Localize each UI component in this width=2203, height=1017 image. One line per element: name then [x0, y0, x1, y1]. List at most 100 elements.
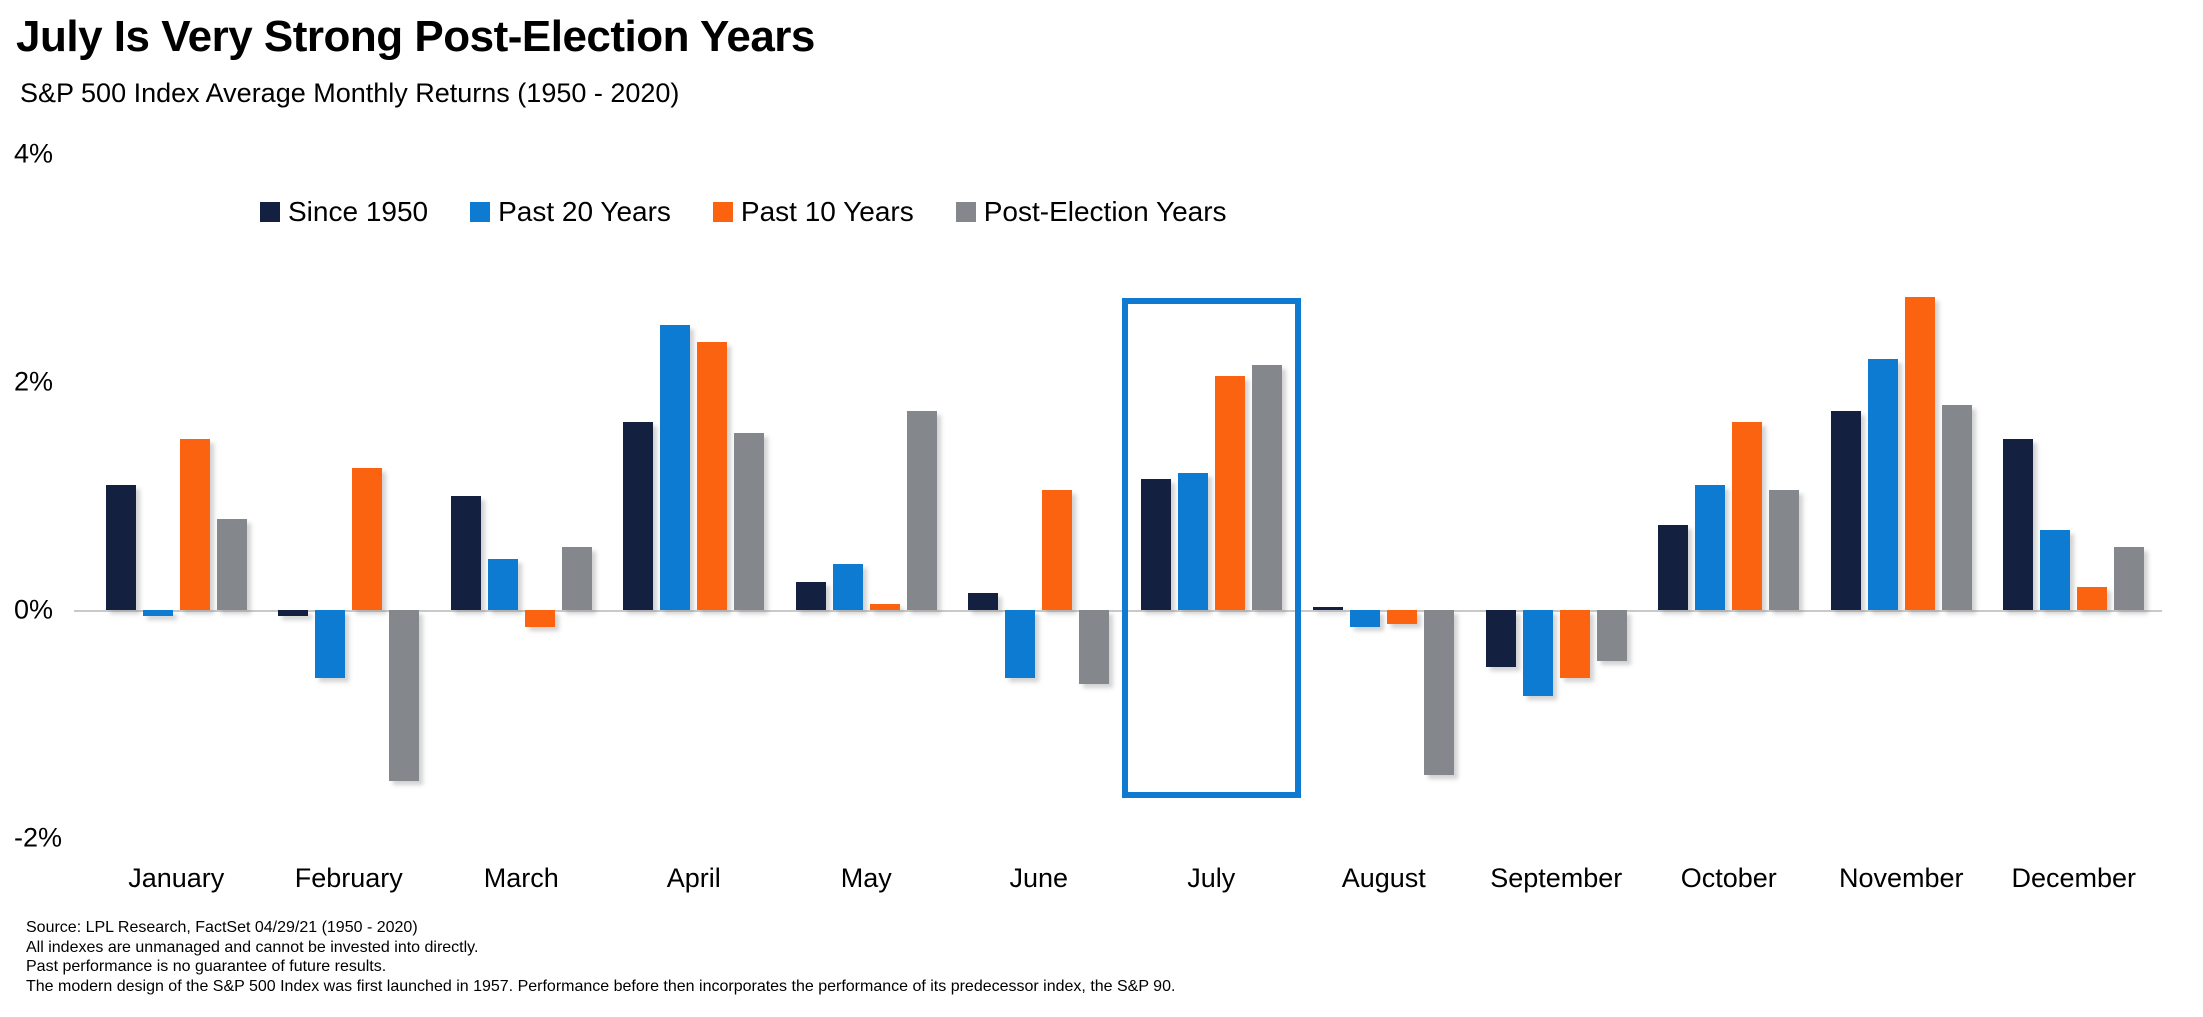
x-axis-label-march: March — [483, 863, 559, 893]
y-axis-tick-label: -2% — [14, 822, 63, 853]
x-axis-label-october: October — [1680, 863, 1777, 893]
month-group-november: November — [1815, 154, 1988, 893]
bar-slot — [1522, 154, 1553, 838]
chart-legend: Since 1950 Past 20 Years Past 10 Years Post… — [260, 196, 1227, 228]
bar-march-since-1950 — [450, 496, 481, 610]
bar-cluster — [1470, 154, 1643, 838]
bar-slot — [1350, 154, 1381, 838]
bar-slot — [1005, 154, 1036, 838]
y-axis-tick-label: 4% — [14, 138, 54, 169]
bar-cluster — [608, 154, 781, 838]
x-axis-label-july: July — [1187, 863, 1236, 893]
bar-slot — [2040, 154, 2071, 838]
bar-september-post-election-years — [1596, 610, 1627, 662]
bar-slot — [1695, 154, 1726, 838]
bar-slot — [142, 154, 173, 838]
bar-december-since-1950 — [2003, 439, 2034, 610]
bar-slot — [1732, 154, 1763, 838]
bar-slot — [1387, 154, 1418, 838]
bar-february-past-20-years — [315, 610, 346, 679]
bar-slot — [660, 154, 691, 838]
bar-october-post-election-years — [1769, 490, 1800, 610]
bar-february-post-election-years — [389, 610, 420, 781]
x-axis-label-september: September — [1490, 863, 1623, 893]
bar-cluster — [1815, 154, 1988, 838]
legend-label: Past 20 Years — [498, 196, 671, 227]
bar-march-past-10-years — [524, 610, 555, 628]
bar-cluster — [780, 154, 953, 838]
bar-slot — [1251, 154, 1282, 838]
bar-slot — [1042, 154, 1073, 838]
x-axis-label-may: May — [840, 863, 892, 893]
bar-september-past-10-years — [1559, 610, 1590, 679]
bar-cluster — [1298, 154, 1471, 838]
month-group-september: September — [1470, 154, 1643, 893]
bar-april-past-10-years — [697, 342, 728, 610]
bar-slot — [1904, 154, 1935, 838]
month-group-december: December — [1988, 154, 2161, 893]
legend-item-post-election-years: Post-Election Years — [955, 196, 1227, 228]
bar-april-post-election-years — [734, 433, 765, 610]
month-group-october: October — [1643, 154, 1816, 893]
bar-may-past-20-years — [832, 564, 863, 610]
x-axis-label-june: June — [1009, 863, 1069, 893]
legend-item-past-10-years: Past 10 Years — [712, 196, 914, 228]
bar-november-past-10-years — [1904, 296, 1935, 610]
bar-february-past-10-years — [352, 467, 383, 610]
bar-june-past-10-years — [1042, 490, 1073, 610]
bar-january-since-1950 — [105, 484, 136, 610]
bar-slot — [2114, 154, 2145, 838]
bar-june-post-election-years — [1079, 610, 1110, 685]
bar-december-past-20-years — [2040, 530, 2071, 610]
bar-july-past-10-years — [1214, 376, 1245, 610]
bar-july-post-election-years — [1251, 364, 1282, 610]
footnotes: Source: LPL Research, FactSet 04/29/21 (… — [26, 918, 1175, 996]
bar-cluster — [90, 154, 263, 838]
month-group-july: July — [1125, 154, 1298, 893]
bar-slot — [524, 154, 555, 838]
bar-september-since-1950 — [1485, 610, 1516, 667]
bar-slot — [561, 154, 592, 838]
bar-slot — [795, 154, 826, 838]
bar-slot — [1485, 154, 1516, 838]
x-axis-label-april: April — [666, 863, 721, 893]
bar-may-past-10-years — [869, 604, 900, 610]
bar-april-past-20-years — [660, 325, 691, 610]
legend-item-past-20-years: Past 20 Years — [470, 196, 671, 228]
bar-slot — [1941, 154, 1972, 838]
bar-slot — [487, 154, 518, 838]
bar-slot — [1830, 154, 1861, 838]
bar-may-post-election-years — [906, 410, 937, 610]
bar-slot — [1424, 154, 1455, 838]
zero-axis-line — [74, 610, 2162, 612]
month-group-april: April — [608, 154, 781, 893]
month-group-january: January — [90, 154, 263, 893]
bar-slot — [832, 154, 863, 838]
bar-november-post-election-years — [1941, 404, 1972, 610]
bar-slot — [697, 154, 728, 838]
bar-slot — [1559, 154, 1590, 838]
bar-slot — [216, 154, 247, 838]
bar-may-since-1950 — [795, 581, 826, 610]
bar-august-past-20-years — [1350, 610, 1381, 628]
x-axis-label-november: November — [1838, 863, 1964, 893]
legend-label: Since 1950 — [288, 196, 429, 227]
bar-cluster — [1988, 154, 2161, 838]
bar-slot — [1214, 154, 1245, 838]
footnote-line: The modern design of the S&P 500 Index w… — [26, 977, 1176, 995]
x-axis-label-august: August — [1341, 863, 1426, 893]
month-group-may: May — [780, 154, 953, 893]
legend-swatch-icon — [470, 202, 491, 222]
bar-slot — [278, 154, 309, 838]
bar-slot — [623, 154, 654, 838]
bar-january-past-10-years — [179, 439, 210, 610]
bar-august-post-election-years — [1424, 610, 1455, 776]
bar-slot — [869, 154, 900, 838]
x-axis-label-january: January — [128, 863, 225, 893]
bar-april-since-1950 — [623, 421, 654, 610]
bar-august-since-1950 — [1313, 606, 1344, 610]
bar-march-post-election-years — [561, 547, 592, 610]
bar-october-since-1950 — [1658, 524, 1689, 610]
bar-slot — [1079, 154, 1110, 838]
bar-slot — [2003, 154, 2034, 838]
